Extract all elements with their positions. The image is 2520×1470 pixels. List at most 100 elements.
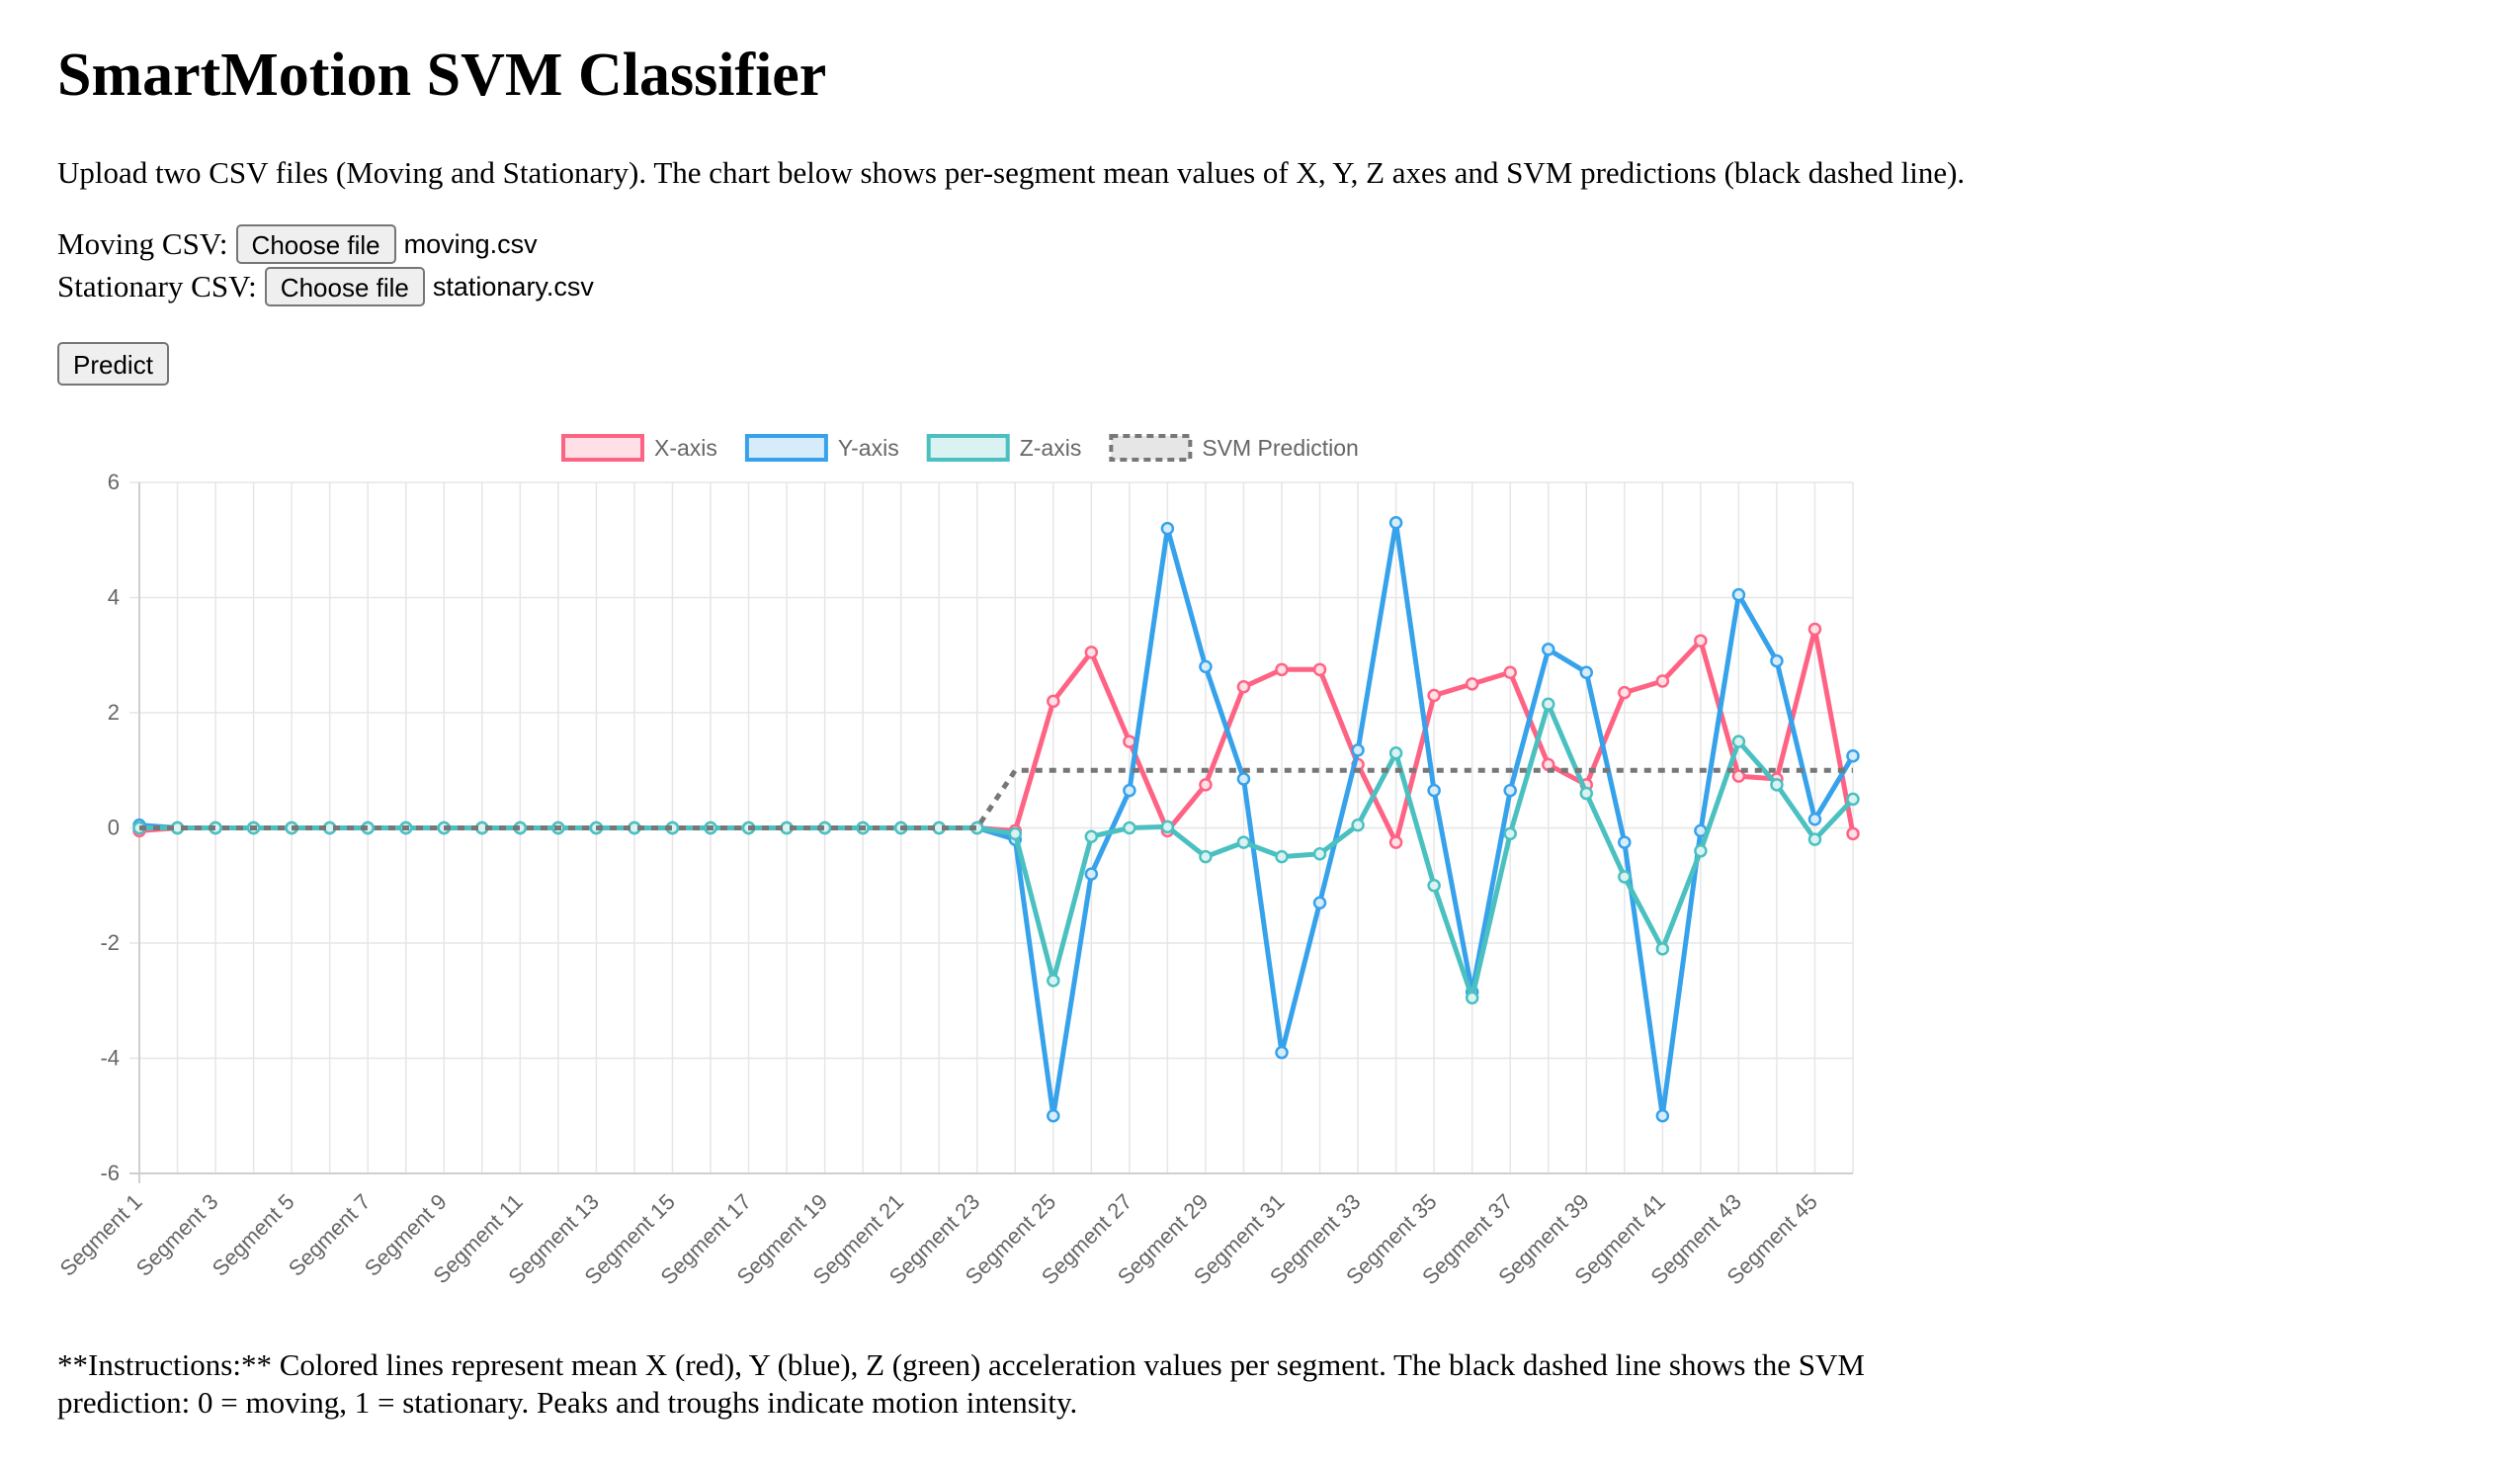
data-point-y-axis [1579, 665, 1594, 679]
data-point-z-axis [1807, 832, 1822, 846]
data-point-y-axis [1236, 772, 1251, 786]
data-point-z-axis [1084, 829, 1099, 843]
x-tick-label: Segment 7 [284, 1189, 376, 1281]
data-point-y-axis [1846, 748, 1860, 763]
data-point-x-axis [1655, 674, 1670, 688]
data-point-x-axis [1312, 662, 1327, 677]
legend-label: X-axis [654, 435, 717, 461]
y-tick-label: -2 [100, 930, 120, 955]
legend-item-y-axis: Y-axis [744, 434, 899, 462]
y-tick-label: 6 [108, 470, 120, 494]
data-point-x-axis [1084, 646, 1099, 659]
data-point-x-axis [1694, 634, 1708, 648]
data-point-x-axis [1807, 622, 1822, 637]
data-point-y-axis [1123, 783, 1136, 798]
data-point-y-axis [1084, 867, 1099, 881]
y-tick-label: -4 [100, 1046, 120, 1071]
data-point-y-axis [1503, 783, 1517, 798]
stationary-choose-file-button[interactable]: Choose file [264, 267, 425, 306]
data-point-z-axis [1275, 849, 1289, 864]
data-point-x-axis [1236, 680, 1251, 694]
legend-label: Z-axis [1020, 435, 1082, 461]
data-point-z-axis [1236, 835, 1251, 849]
legend-swatch [1109, 434, 1193, 462]
series-line-svm-prediction [139, 767, 1853, 830]
data-point-x-axis [1465, 677, 1479, 691]
legend-item-z-axis: Z-axis [926, 434, 1082, 462]
moving-csv-row: Moving CSV: Choose file moving.csv [57, 223, 538, 265]
legend-label: SVM Prediction [1202, 435, 1359, 461]
data-point-y-axis [1275, 1045, 1289, 1060]
stationary-csv-label: Stationary CSV: [57, 269, 257, 303]
data-point-x-axis [1846, 826, 1860, 841]
data-point-z-axis [1047, 974, 1060, 988]
legend-swatch [561, 434, 644, 462]
data-point-z-axis [1465, 991, 1479, 1005]
data-point-x-axis [1731, 769, 1746, 783]
data-point-y-axis [1807, 813, 1822, 826]
data-point-z-axis [1427, 879, 1441, 893]
moving-choose-file-button[interactable]: Choose file [235, 224, 396, 264]
data-point-x-axis [1618, 685, 1632, 700]
data-point-y-axis [1541, 643, 1555, 656]
page-title: SmartMotion SVM Classifier [57, 42, 827, 109]
legend-item-svm-prediction: SVM Prediction [1109, 434, 1359, 462]
data-point-z-axis [1770, 778, 1784, 792]
y-tick-labels: 6 4 2 0 -2 -4 -6 [100, 470, 120, 1185]
x-tick-label: Segment 3 [131, 1189, 223, 1281]
data-point-z-axis [1541, 697, 1555, 712]
data-point-y-axis [1655, 1109, 1670, 1123]
moving-file-name: moving.csv [403, 229, 538, 259]
data-point-z-axis [1160, 820, 1175, 834]
data-point-z-axis [1846, 792, 1860, 807]
moving-csv-label: Moving CSV: [57, 226, 228, 261]
data-point-z-axis [1008, 826, 1023, 841]
data-point-z-axis [1351, 818, 1365, 832]
data-point-x-axis [1123, 735, 1136, 748]
data-point-y-axis [1770, 653, 1784, 668]
data-point-y-axis [1618, 835, 1632, 849]
y-tick-label: -6 [100, 1161, 120, 1185]
data-point-x-axis [1275, 662, 1289, 677]
data-point-y-axis [1388, 516, 1403, 530]
data-point-z-axis [1618, 870, 1632, 884]
instructions-text: **Instructions:** Colored lines represen… [57, 1347, 1865, 1420]
stationary-csv-row: Stationary CSV: Choose file stationary.c… [57, 266, 594, 307]
data-point-z-axis [1655, 942, 1670, 956]
data-point-z-axis [1579, 786, 1594, 801]
data-point-y-axis [1160, 521, 1175, 536]
data-point-y-axis [1427, 783, 1441, 798]
data-point-z-axis [1123, 821, 1136, 835]
data-point-z-axis [1312, 846, 1327, 861]
data-point-x-axis [1199, 778, 1213, 792]
legend-label: Y-axis [838, 435, 899, 461]
legend-swatch [744, 434, 828, 462]
legend-item-x-axis: X-axis [561, 434, 717, 462]
data-point-z-axis [1388, 746, 1403, 760]
data-point-y-axis [1199, 659, 1213, 674]
data-point-z-axis [1503, 826, 1517, 841]
series-z-axis [132, 697, 1860, 1005]
chart-legend: X-axis Y-axis Z-axis SVM Prediction [561, 434, 1359, 462]
x-tick-label: Segment 1 [57, 1189, 147, 1281]
data-point-x-axis [1503, 665, 1517, 679]
x-tick-label: Segment 5 [208, 1189, 299, 1281]
data-point-z-axis [1694, 844, 1708, 858]
data-point-x-axis [1427, 688, 1441, 703]
data-point-y-axis [1351, 743, 1365, 757]
chart-container: 6 4 2 0 -2 -4 -6 Segment 1 Segment 3 Segment 5 Seg… [57, 415, 1876, 1305]
y-tick-label: 4 [108, 585, 120, 610]
data-point-y-axis [1312, 896, 1327, 909]
y-tick-label: 2 [108, 700, 120, 725]
data-point-z-axis [1731, 735, 1746, 748]
data-point-x-axis [1388, 835, 1403, 849]
data-point-y-axis [1047, 1109, 1060, 1123]
y-tick-label: 0 [108, 816, 120, 840]
data-point-x-axis [1047, 694, 1060, 709]
data-point-y-axis [1731, 587, 1746, 602]
data-point-z-axis [1199, 849, 1213, 864]
predict-button[interactable]: Predict [57, 342, 169, 386]
stationary-file-name: stationary.csv [432, 272, 594, 302]
